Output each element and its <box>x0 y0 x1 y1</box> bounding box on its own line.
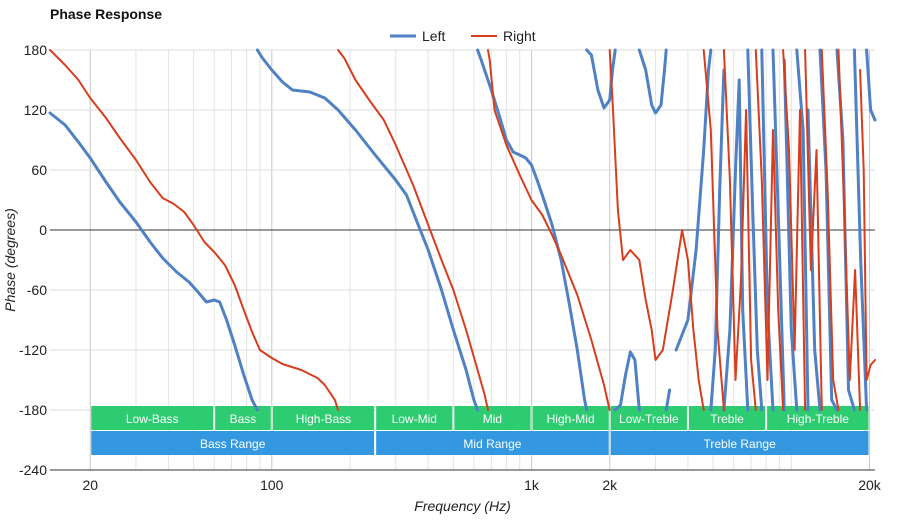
y-tick-label: 180 <box>24 42 48 58</box>
band-treble-range <box>610 431 869 455</box>
band-high-bass <box>272 406 375 430</box>
y-tick-label: -120 <box>19 342 47 358</box>
chart-title: Phase Response <box>50 6 163 22</box>
band-treble <box>688 406 766 430</box>
band-label-high-treble: High-Treble <box>787 412 850 426</box>
band-mid <box>454 406 531 430</box>
band-label-high-mid: High-Mid <box>547 412 595 426</box>
y-tick-label: 120 <box>24 102 48 118</box>
band-label-high-bass: High-Bass <box>296 412 351 426</box>
band-high-mid <box>532 406 609 430</box>
band-label-low-mid: Low-Mid <box>392 412 437 426</box>
band-bass-range <box>91 431 375 455</box>
band-low-mid <box>376 406 453 430</box>
y-tick-label: -60 <box>27 282 47 298</box>
band-label-low-treble: Low-Treble <box>619 412 679 426</box>
y-tick-label: -180 <box>19 402 47 418</box>
band-label-bass-range: Bass Range <box>200 437 266 451</box>
y-axis-label: Phase (degrees) <box>2 208 18 312</box>
x-tick-label: 100 <box>260 477 284 493</box>
band-bass <box>215 406 271 430</box>
band-label-treble-range: Treble Range <box>703 437 776 451</box>
band-label-bass: Bass <box>230 412 257 426</box>
band-low-treble <box>610 406 687 430</box>
legend-label-left: Left <box>422 28 445 44</box>
band-mid-range <box>376 431 609 455</box>
legend: Left Right <box>390 28 536 44</box>
y-tick-label: 60 <box>31 162 47 178</box>
x-axis-label: Frequency (Hz) <box>414 498 510 514</box>
band-label-mid-range: Mid Range <box>463 437 521 451</box>
band-label-mid: Mid <box>483 412 502 426</box>
series-line-right <box>49 49 876 411</box>
legend-label-right: Right <box>503 28 536 44</box>
y-tick-label: -240 <box>19 462 47 478</box>
axis-layer: 20 100 1k 2k 20k 180 120 60 0 -60 -120 -180 -240 Freq… <box>2 42 882 514</box>
band-label-low-bass: Low-Bass <box>126 412 179 426</box>
x-tick-label: 2k <box>602 477 618 493</box>
x-tick-label: 20 <box>82 477 98 493</box>
band-low-bass <box>91 406 214 430</box>
band-label-treble: Treble <box>710 412 744 426</box>
series-layer <box>48 48 877 412</box>
frequency-band-layer: Low-Bass Bass High-Bass Low-Mid Mid High-Mid L… <box>91 406 869 455</box>
x-tick-label: 1k <box>524 477 540 493</box>
y-tick-label: 0 <box>39 222 47 238</box>
x-tick-label: 20k <box>858 477 882 493</box>
